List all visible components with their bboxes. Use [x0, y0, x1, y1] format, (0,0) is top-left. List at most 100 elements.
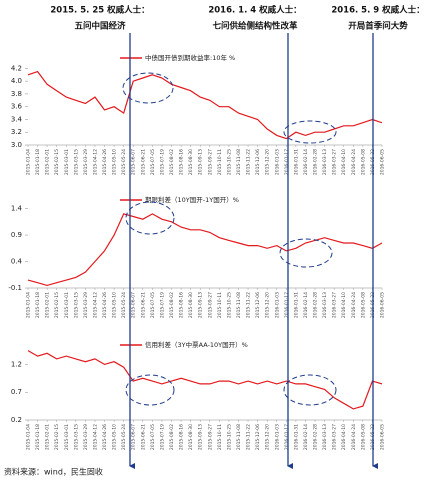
x-tick-label: 2016-04-10 [341, 424, 347, 450]
x-tick-label: 2015-09-27 [207, 424, 213, 450]
x-tick-label: 2015-02-15 [54, 149, 60, 175]
x-tick-label: 2015-08-16 [179, 424, 185, 450]
y-tick-label: 4.0 [11, 77, 22, 85]
source-note: 资料来源：wind，民生固收 [4, 467, 103, 477]
x-tick-label: 2015-02-15 [54, 424, 60, 450]
x-tick-label: 2016-01-31 [293, 149, 299, 175]
x-tick-label: 2015-03-01 [64, 292, 70, 318]
x-tick-label: 2016-04-10 [341, 149, 347, 175]
x-tick-label: 2016-03-13 [322, 292, 328, 318]
y-tick-label: 4.2 [11, 64, 22, 72]
x-tick-label: 2015-02-01 [45, 424, 51, 450]
y-tick-label: 1.2 [11, 360, 22, 368]
legend-label: 期限利差（10Y国开-1Y国开）% [145, 195, 239, 204]
annotations: 2015. 5. 25 权威人士： 五问中国经济 2016. 1. 4 权威人士… [50, 5, 425, 469]
annotation-text: 五问中国经济 [74, 21, 126, 32]
x-tick-label: 2015-03-29 [83, 149, 89, 175]
y-tick-label: 3.0 [11, 141, 22, 149]
x-tick-label: 2016-03-27 [332, 292, 338, 318]
y-tick-label: 0.4 [11, 258, 23, 266]
x-tick-label: 2015-08-30 [188, 149, 194, 175]
x-tick-label: 2016-06-05 [380, 292, 386, 318]
x-tick-label: 2015-09-13 [198, 149, 204, 175]
x-tick-label: 2016-05-08 [360, 149, 366, 175]
x-tick-label: 2016-01-31 [293, 424, 299, 450]
annotation-date: 2016. 5. 9 权威人士： [331, 5, 424, 16]
x-tick-label: 2015-10-11 [217, 424, 223, 450]
x-tick-label: 2015-06-21 [140, 424, 146, 450]
x-tick-label: 2016-01-17 [284, 292, 290, 318]
x-tick-label: 2016-05-08 [360, 424, 366, 450]
x-tick-label: 2016-01-03 [274, 424, 280, 450]
x-tick-label: 2015-08-30 [188, 424, 194, 450]
data-line [27, 350, 383, 410]
x-tick-label: 2015-03-15 [73, 424, 79, 450]
x-tick-label: 2015-10-11 [217, 149, 223, 175]
data-line [27, 70, 383, 140]
y-tick-label: 0.9 [11, 231, 22, 239]
x-tick-label: 2015-12-20 [265, 292, 271, 318]
x-tick-label: 2015-05-24 [121, 149, 127, 175]
x-tick-label: 2015-06-07 [131, 424, 137, 450]
x-tick-label: 2015-04-12 [92, 292, 98, 318]
highlight-ellipse [283, 374, 337, 406]
x-tick-label: 2016-06-05 [380, 424, 386, 450]
x-tick-label: 2016-03-27 [332, 424, 338, 450]
y-tick-label: -0.1 [8, 284, 22, 292]
x-tick-label: 2015-02-01 [45, 149, 51, 175]
x-tick-label: 2015-12-06 [255, 292, 261, 318]
annotation-text: 七问供给侧结构性改革 [212, 21, 298, 32]
x-tick-label: 2015-03-29 [83, 424, 89, 450]
annotation-date: 2016. 1. 4 权威人士： [208, 5, 301, 16]
x-tick-label: 2015-07-05 [150, 292, 156, 318]
x-tick-label: 2015-04-26 [102, 149, 108, 175]
highlight-ellipse [279, 238, 333, 268]
highlight-ellipse [125, 201, 175, 235]
x-tick-label: 2015-01-18 [35, 292, 41, 318]
x-tick-label: 2015-07-19 [159, 424, 165, 450]
x-tick-label: 2015-06-21 [140, 292, 146, 318]
y-tick-label: 3.4 [11, 115, 23, 123]
x-tick-label: 2015-09-27 [207, 149, 213, 175]
legend-label: 中债国开债到期收益率:10年 % [145, 53, 235, 62]
x-tick-label: 2015-12-20 [265, 149, 271, 175]
y-tick-label: 3.6 [11, 103, 23, 111]
x-tick-label: 2015-07-19 [159, 292, 165, 318]
x-tick-label: 2016-02-14 [303, 292, 309, 318]
highlight-ellipse [125, 374, 175, 406]
x-tick-label: 2015-11-08 [236, 292, 242, 318]
x-tick-label: 2016-02-14 [303, 424, 309, 450]
x-tick-label: 2015-03-29 [83, 292, 89, 318]
x-tick-label: 2015-03-15 [73, 149, 79, 175]
x-tick-label: 2016-02-14 [303, 149, 309, 175]
x-tick-label: 2015-01-04 [26, 424, 32, 450]
x-tick-label: 2016-02-28 [313, 424, 319, 450]
annotation-text: 开局首季问大势 [348, 21, 408, 32]
x-tick-label: 2015-07-05 [150, 424, 156, 450]
x-tick-label: 2015-09-27 [207, 292, 213, 318]
x-tick-label: 2015-01-18 [35, 149, 41, 175]
x-tick-label: 2015-05-24 [121, 424, 127, 450]
x-tick-label: 2016-03-13 [322, 149, 328, 175]
x-tick-label: 2015-02-15 [54, 292, 60, 318]
x-tick-label: 2015-05-24 [121, 292, 127, 318]
x-tick-label: 2015-11-08 [236, 149, 242, 175]
x-tick-label: 2015-10-25 [226, 292, 232, 318]
highlight-ellipse [122, 72, 174, 104]
x-tick-label: 2015-08-02 [169, 292, 175, 318]
x-tick-label: 2015-03-01 [64, 424, 70, 450]
x-tick-label: 2015-03-15 [73, 292, 79, 318]
x-tick-label: 2016-03-13 [322, 424, 328, 450]
y-tick-label: 0.7 [11, 388, 22, 396]
x-tick-label: 2015-11-08 [236, 424, 242, 450]
x-tick-label: 2016-03-27 [332, 149, 338, 175]
x-tick-label: 2015-09-13 [198, 424, 204, 450]
x-tick-label: 2015-05-10 [112, 292, 118, 318]
x-tick-label: 2015-07-05 [150, 149, 156, 175]
x-tick-label: 2015-08-30 [188, 292, 194, 318]
legend-label: 信用利差（3Y中票AA-10Y国开）% [145, 340, 248, 349]
x-tick-label: 2015-08-16 [179, 292, 185, 318]
x-tick-label: 2016-01-31 [293, 292, 299, 318]
data-line [27, 213, 383, 287]
